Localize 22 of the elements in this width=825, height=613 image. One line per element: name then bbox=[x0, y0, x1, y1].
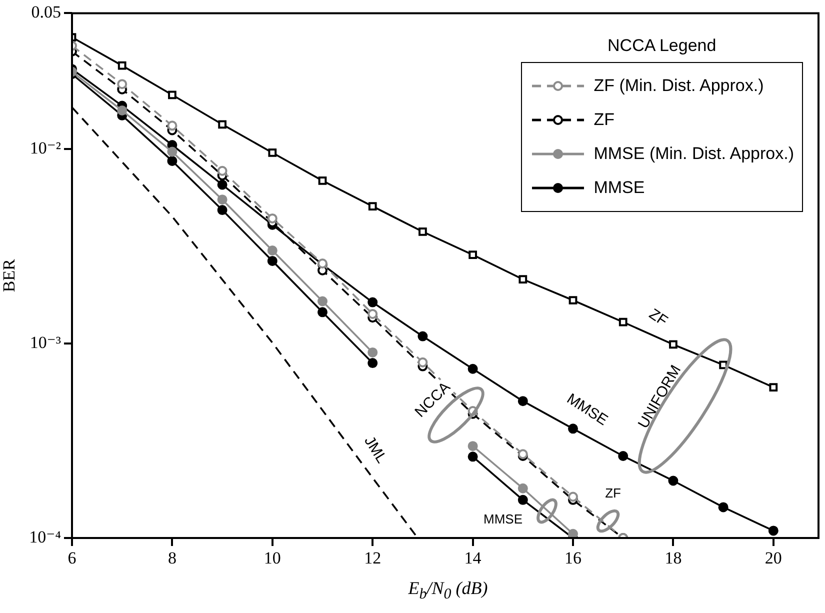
x-tick-label: 12 bbox=[364, 548, 382, 568]
annotation: MMSE bbox=[484, 512, 523, 527]
legend-label: MMSE (Min. Dist. Approx.) bbox=[594, 144, 794, 164]
y-axis-title: BER bbox=[0, 258, 19, 292]
x-tick-label: 8 bbox=[168, 548, 176, 568]
x-tick-label: 20 bbox=[764, 548, 782, 568]
annotation: ZF bbox=[605, 486, 621, 501]
y-tick-label: 0.05 bbox=[31, 2, 61, 22]
x-tick-label: 18 bbox=[664, 548, 682, 568]
annotation: ZF bbox=[646, 306, 671, 330]
y-tick-label: 10⁻⁴ bbox=[29, 527, 62, 546]
legend-label: MMSE bbox=[594, 178, 645, 198]
x-tick-label: 10 bbox=[264, 548, 281, 568]
x-axis-title: E$_{b}$/N$_{0}$ (dB) bbox=[407, 578, 489, 604]
x-tick-label: 6 bbox=[68, 548, 76, 568]
y-tick-label: 10⁻² bbox=[30, 138, 61, 158]
legend-title: NCCA Legend bbox=[606, 36, 718, 56]
legend-label: ZF bbox=[594, 110, 615, 130]
x-tick-label: 16 bbox=[564, 548, 582, 568]
y-tick-label: 10⁻³ bbox=[30, 333, 61, 352]
x-tick-label: 14 bbox=[464, 548, 482, 568]
legend-label: ZF (Min. Dist. Approx.) bbox=[594, 76, 764, 96]
